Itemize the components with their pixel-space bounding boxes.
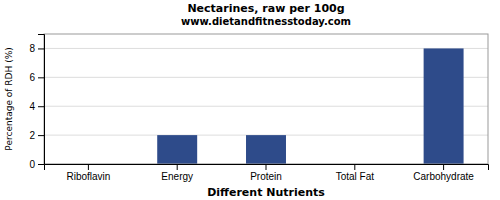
x-tick-mark	[354, 164, 355, 170]
x-tick: Carbohydrate	[413, 164, 474, 182]
y-tick-label: 4	[29, 101, 35, 112]
x-tick: Total Fat	[336, 164, 375, 182]
y-tick-mark	[38, 106, 44, 107]
y-tick: 0	[29, 159, 44, 170]
x-tick-label: Energy	[161, 171, 193, 182]
x-tick-label: Protein	[250, 171, 282, 182]
grid-line	[44, 48, 488, 49]
x-tick-mark	[266, 164, 267, 170]
x-tick-label: Total Fat	[336, 171, 375, 182]
x-tick-mark	[443, 164, 444, 170]
y-axis-label: Percentage of RDH (%)	[4, 47, 14, 150]
plot: Riboflavin Energy Protein Total Fat Carbohyd…	[29, 34, 488, 182]
subtitle: www.dietandfitnesstoday.com	[181, 16, 351, 27]
y-tick: 4	[29, 101, 44, 112]
x-axis-label: Different Nutrients	[207, 186, 325, 199]
y-tick-label: 2	[29, 130, 35, 141]
title: Nectarines, raw per 100g	[187, 2, 344, 15]
chart: Riboflavin Energy Protein Total Fat Carbohyd…	[0, 0, 500, 200]
x-axis: Riboflavin Energy Protein Total Fat Carbohyd…	[45, 164, 489, 182]
grid	[44, 48, 488, 164]
plot-frame	[44, 34, 488, 164]
bar	[246, 135, 286, 164]
grid-line	[44, 77, 488, 78]
y-tick: 8	[29, 43, 44, 54]
y-axis: 0 2 4 6 8	[29, 35, 44, 170]
x-tick-mark	[177, 164, 178, 170]
y-tick-label: 6	[29, 72, 35, 83]
x-tick: Riboflavin	[66, 164, 110, 182]
x-tick-label: Riboflavin	[66, 171, 110, 182]
x-tick-label: Carbohydrate	[413, 171, 474, 182]
bar	[424, 48, 464, 164]
y-tick-mark	[38, 164, 44, 165]
bars	[157, 48, 463, 164]
grid-line	[44, 106, 488, 107]
y-tick: 6	[29, 72, 44, 83]
y-tick-mark	[38, 77, 44, 78]
bar	[157, 135, 197, 164]
y-tick: 2	[29, 130, 44, 141]
x-tick: Energy	[161, 164, 193, 182]
y-axis-line	[38, 35, 45, 165]
x-axis-line	[45, 165, 489, 171]
y-tick-mark	[38, 48, 44, 49]
x-tick: Protein	[250, 164, 282, 182]
y-tick-mark	[38, 135, 44, 136]
y-tick-label: 0	[29, 159, 35, 170]
y-tick-label: 8	[29, 43, 35, 54]
x-tick-mark	[88, 164, 89, 170]
